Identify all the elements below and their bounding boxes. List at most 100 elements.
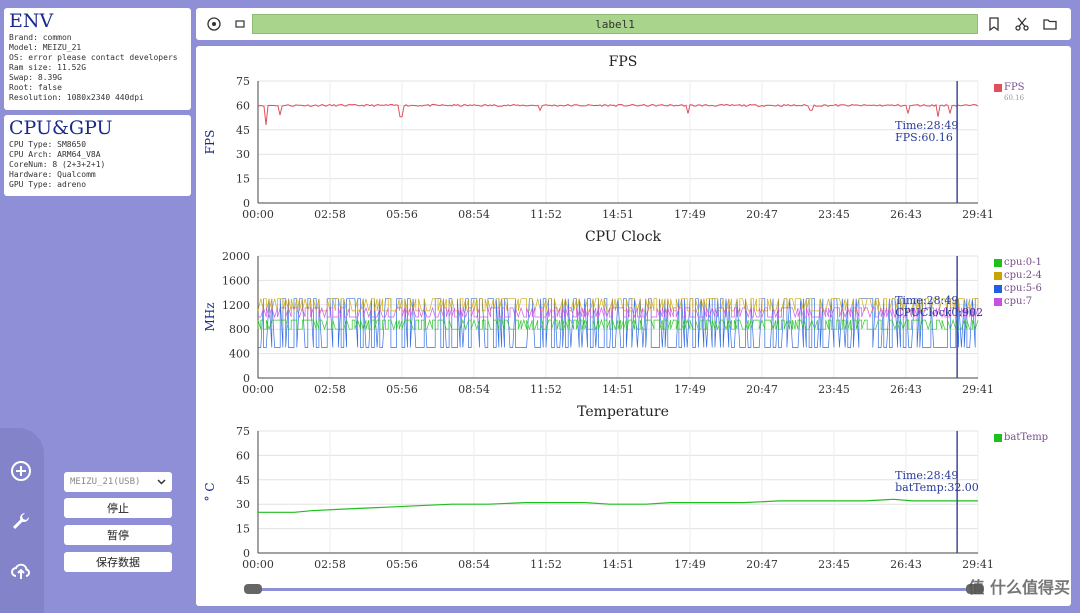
- series-line-fps: [257, 103, 979, 125]
- env-line-ram: Ram size: 11.52G: [9, 63, 87, 72]
- chart-1-group: 0 400 800 1200 1600 2000 00:00 02:58 05:56 08:54 1…: [203, 250, 994, 396]
- env-line-resolution: Resolution: 1080x2340 440dpi: [9, 93, 144, 102]
- x-tick-label: 14:51: [602, 383, 634, 396]
- x-tick-label: 14:51: [602, 208, 634, 221]
- cpu-legend[interactable]: cpu:0-1 cpu:2-4 cpu:5-6 cpu:7: [994, 256, 1042, 308]
- add-icon[interactable]: [10, 460, 32, 482]
- y-tick-label: 60: [236, 449, 250, 462]
- x-tick-label: 29:41: [962, 383, 994, 396]
- x-tick-label: 20:47: [746, 383, 778, 396]
- x-tick-label: 02:58: [314, 208, 346, 221]
- legend-item-cpu01[interactable]: cpu:0-1: [994, 256, 1042, 269]
- x-tick-label: 29:41: [962, 208, 994, 221]
- y-tick-label: 75: [236, 75, 250, 88]
- chevron-down-icon: [157, 479, 166, 485]
- cpu-line-arch: CPU Arch: ARM64_V8A: [9, 150, 101, 159]
- pause-button[interactable]: 暂停: [64, 525, 172, 545]
- cpu-chart-title: CPU Clock: [584, 229, 662, 245]
- x-tick-label: 26:43: [890, 208, 922, 221]
- legend-item-cpu56[interactable]: cpu:5-6: [994, 282, 1042, 295]
- series-line-battemp: [258, 498, 978, 513]
- wrench-icon[interactable]: [10, 510, 32, 532]
- x-tick-label: 20:47: [746, 208, 778, 221]
- x-tick-label: 05:56: [386, 383, 418, 396]
- x-tick-label: 29:41: [962, 558, 994, 571]
- y-tick-label: 0: [243, 372, 250, 385]
- charts-svg: 0 15 30 45 60 75 00:00 02:58 05:56 08:54 11:52 14:5…: [203, 75, 994, 571]
- slider-handle-end[interactable]: [966, 584, 984, 594]
- y-tick-label: 0: [243, 197, 250, 210]
- x-tick-label: 00:00: [242, 208, 274, 221]
- env-line-os: OS: error please contact developers: [9, 53, 178, 62]
- x-tick-label: 02:58: [314, 383, 346, 396]
- env-panel: ENV Brand: common Model: MEIZU_21 OS: er…: [4, 8, 191, 110]
- cpu-line-corenum: CoreNum: 8 (2+3+2+1): [9, 160, 106, 169]
- env-line-brand: Brand: common: [9, 33, 72, 42]
- env-line-root: Root: false: [9, 83, 62, 92]
- series-line-cpu56: [258, 298, 978, 348]
- bookmark-icon[interactable]: [986, 16, 1002, 32]
- series-line-cpu24: [257, 298, 979, 312]
- x-tick-label: 08:54: [458, 208, 490, 221]
- cpu-line-gpu: GPU Type: adreno: [9, 180, 87, 189]
- x-tick-label: 00:00: [242, 383, 274, 396]
- charts-panel: 0 15 30 45 60 75 00:00 02:58 05:56 08:54 11:52 14:5…: [196, 46, 1071, 606]
- x-tick-label: 17:49: [674, 558, 706, 571]
- env-line-model: Model: MEIZU_21: [9, 43, 82, 52]
- cpu-line-hardware: Hardware: Qualcomm: [9, 170, 96, 179]
- x-tick-label: 05:56: [386, 208, 418, 221]
- x-tick-label: 23:45: [818, 208, 850, 221]
- x-tick-label: 17:49: [674, 383, 706, 396]
- x-tick-label: 20:47: [746, 558, 778, 571]
- env-title: ENV: [9, 10, 54, 32]
- x-tick-label: 14:51: [602, 558, 634, 571]
- y-tick-label: 60: [236, 99, 250, 112]
- device-select[interactable]: MEIZU_21(USB): [64, 472, 172, 492]
- top-toolbar: label1: [196, 8, 1071, 40]
- temp-chart-title: Temperature: [577, 404, 669, 420]
- stop-button[interactable]: 停止: [64, 498, 172, 518]
- legend-item-fps[interactable]: FPS: [994, 81, 1025, 94]
- x-tick-label: 00:00: [242, 558, 274, 571]
- legend-item-battemp[interactable]: batTemp: [994, 431, 1048, 444]
- y-axis-label: FPS: [203, 130, 217, 155]
- chart-0-group: 0 15 30 45 60 75 00:00 02:58 05:56 08:54 11:52 14:5…: [203, 75, 994, 221]
- cpu-gpu-title: CPU&GPU: [9, 117, 113, 139]
- temp-legend[interactable]: batTemp: [994, 431, 1048, 444]
- scissors-icon[interactable]: [1014, 16, 1030, 32]
- save-data-button[interactable]: 保存数据: [64, 552, 172, 572]
- x-tick-label: 26:43: [890, 383, 922, 396]
- x-tick-label: 05:56: [386, 558, 418, 571]
- cursor-label: CPUClock0:902: [895, 306, 983, 319]
- sidebar: [0, 428, 44, 613]
- env-line-swap: Swap: 8.39G: [9, 73, 62, 82]
- y-tick-label: 45: [236, 474, 250, 487]
- y-axis-label: MHz: [203, 302, 217, 331]
- cursor-label: FPS:60.16: [895, 131, 953, 144]
- target-icon[interactable]: [206, 16, 222, 32]
- fps-legend[interactable]: FPS 60.16: [994, 81, 1025, 102]
- y-tick-label: 400: [229, 348, 250, 361]
- series-line-cpu7: [258, 306, 979, 319]
- legend-item-cpu24[interactable]: cpu:2-4: [994, 269, 1042, 282]
- legend-item-cpu7[interactable]: cpu:7: [994, 295, 1042, 308]
- screen-icon[interactable]: [232, 16, 248, 32]
- y-tick-label: 15: [236, 173, 250, 186]
- legend-label-battemp: batTemp: [1004, 432, 1049, 443]
- y-tick-label: 30: [236, 148, 250, 161]
- x-tick-label: 23:45: [818, 383, 850, 396]
- cursor-label: batTemp:32.00: [895, 481, 979, 494]
- x-tick-label: 08:54: [458, 558, 490, 571]
- time-range-slider[interactable]: [252, 588, 974, 591]
- folder-open-icon[interactable]: [1042, 16, 1058, 32]
- x-tick-label: 08:54: [458, 383, 490, 396]
- y-tick-label: 0: [243, 547, 250, 560]
- device-select-value: MEIZU_21(USB): [70, 477, 141, 487]
- legend-label-cpu7: cpu:7: [1004, 296, 1033, 307]
- watermark: 值 什么值得买: [968, 578, 1070, 597]
- legend-label-cpu24: cpu:2-4: [1004, 270, 1042, 281]
- slider-handle-start[interactable]: [244, 584, 262, 594]
- label-bar[interactable]: label1: [252, 14, 978, 34]
- legend-label-cpu56: cpu:5-6: [1004, 283, 1042, 294]
- upload-cloud-icon[interactable]: [10, 560, 32, 582]
